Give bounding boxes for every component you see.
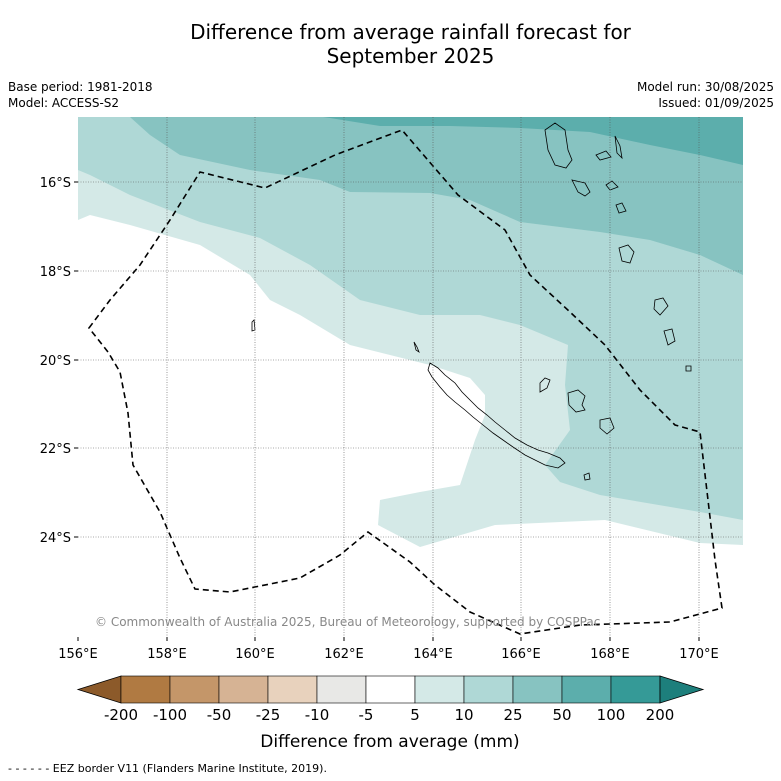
efate — [618, 244, 635, 264]
colorbar-segment — [463, 675, 514, 704]
colorbar-tick-label: -25 — [256, 706, 281, 724]
issued-text: Issued: 01/09/2025 — [658, 96, 774, 110]
base-period-text: Base period: 1981-2018 — [8, 80, 153, 94]
colorbar-tick-label: -50 — [207, 706, 232, 724]
latitude-labels: 16°S 18°S 20°S 22°S 24°S — [40, 176, 78, 546]
colorbar-tick-label: -100 — [153, 706, 187, 724]
lat-label-18s: 18°S — [40, 265, 71, 280]
colorbar-segment — [365, 675, 416, 704]
colorbar-segment — [610, 675, 661, 704]
lat-label-16s: 16°S — [40, 176, 71, 191]
lon-label-170: 170°E — [679, 647, 719, 662]
loyalty-island-mare — [599, 417, 615, 435]
band-25-50 — [78, 117, 743, 275]
graticule — [78, 117, 743, 637]
map-title: Difference from average rainfall forecas… — [0, 20, 781, 68]
vanuatu-ambae — [595, 150, 612, 161]
model-run-text: Model run: 30/08/2025 — [636, 80, 774, 94]
colorbar-tick-label: 100 — [597, 706, 626, 724]
title-line-1: Difference from average rainfall forecas… — [190, 20, 631, 44]
loyalty-island-ouvea — [539, 377, 551, 393]
colorbar-segment — [267, 675, 318, 704]
colorbar-tick-label: 25 — [503, 706, 522, 724]
lat-label-24s: 24°S — [40, 531, 71, 546]
colorbar-extend-high — [659, 675, 705, 704]
band-50-100 — [323, 117, 743, 165]
new-caledonia-coastline — [427, 362, 566, 469]
colorbar-tick-label: -200 — [104, 706, 138, 724]
run-info: Model run: 30/08/2025 Issued: 01/09/2025 — [637, 79, 774, 111]
lat-label-20s: 20°S — [40, 354, 71, 369]
model-info: Base period: 1981-2018 Model: ACCESS-S2 — [8, 79, 153, 111]
colorbar-segment — [169, 675, 220, 704]
vanuatu-pentecost — [614, 135, 623, 160]
loyalty-island-lifou — [567, 389, 586, 413]
colorbar-tick-label: 50 — [552, 706, 571, 724]
colorbar-segment — [120, 675, 171, 704]
rainfall-map — [78, 117, 743, 637]
colorbar-tick-label: 200 — [646, 706, 675, 724]
belep-islands — [413, 341, 420, 354]
colorbar-tick-label: 10 — [454, 706, 473, 724]
lon-label-156: 156°E — [58, 647, 98, 662]
colorbar-segment — [316, 675, 367, 704]
lon-label-158: 158°E — [147, 647, 187, 662]
title-line-2: September 2025 — [326, 44, 495, 68]
malakula — [571, 179, 591, 197]
erromango — [653, 297, 669, 316]
model-name-text: Model: ACCESS-S2 — [8, 96, 120, 110]
colorbar-segment — [218, 675, 269, 704]
colorbar-title: Difference from average (mm) — [260, 732, 519, 752]
lon-label-166: 166°E — [501, 647, 541, 662]
colorbar-tick-label: -10 — [305, 706, 330, 724]
lon-label-162: 162°E — [324, 647, 364, 662]
longitude-labels: 156°E 158°E 160°E 162°E 164°E 166°E 168°… — [58, 637, 719, 662]
tanna — [663, 328, 676, 346]
copyright-text: © Commonwealth of Australia 2025, Bureau… — [95, 615, 600, 629]
colorbar-tick-label: -5 — [359, 706, 374, 724]
aneityum — [685, 365, 692, 372]
lon-label-164: 164°E — [413, 647, 453, 662]
lat-label-22s: 22°S — [40, 442, 71, 457]
colorbar-extend-low — [76, 675, 122, 704]
vanuatu-epi — [615, 202, 627, 214]
isle-of-pines — [583, 472, 591, 481]
eez-border — [87, 129, 723, 635]
colorbar-segment — [561, 675, 612, 704]
colorbar-segment — [512, 675, 563, 704]
colorbar-tick-label: 5 — [410, 706, 420, 724]
colorbar: -200 -100 -50 -25 -10 -5 5 10 25 50 100 200 — [76, 675, 705, 724]
lon-label-168: 168°E — [590, 647, 630, 662]
eez-footnote: - - - - - - EEZ border V11 (Flanders Mar… — [8, 762, 327, 775]
espiritu-santo — [544, 122, 573, 169]
lon-label-160: 160°E — [235, 647, 275, 662]
colorbar-segment — [414, 675, 465, 704]
